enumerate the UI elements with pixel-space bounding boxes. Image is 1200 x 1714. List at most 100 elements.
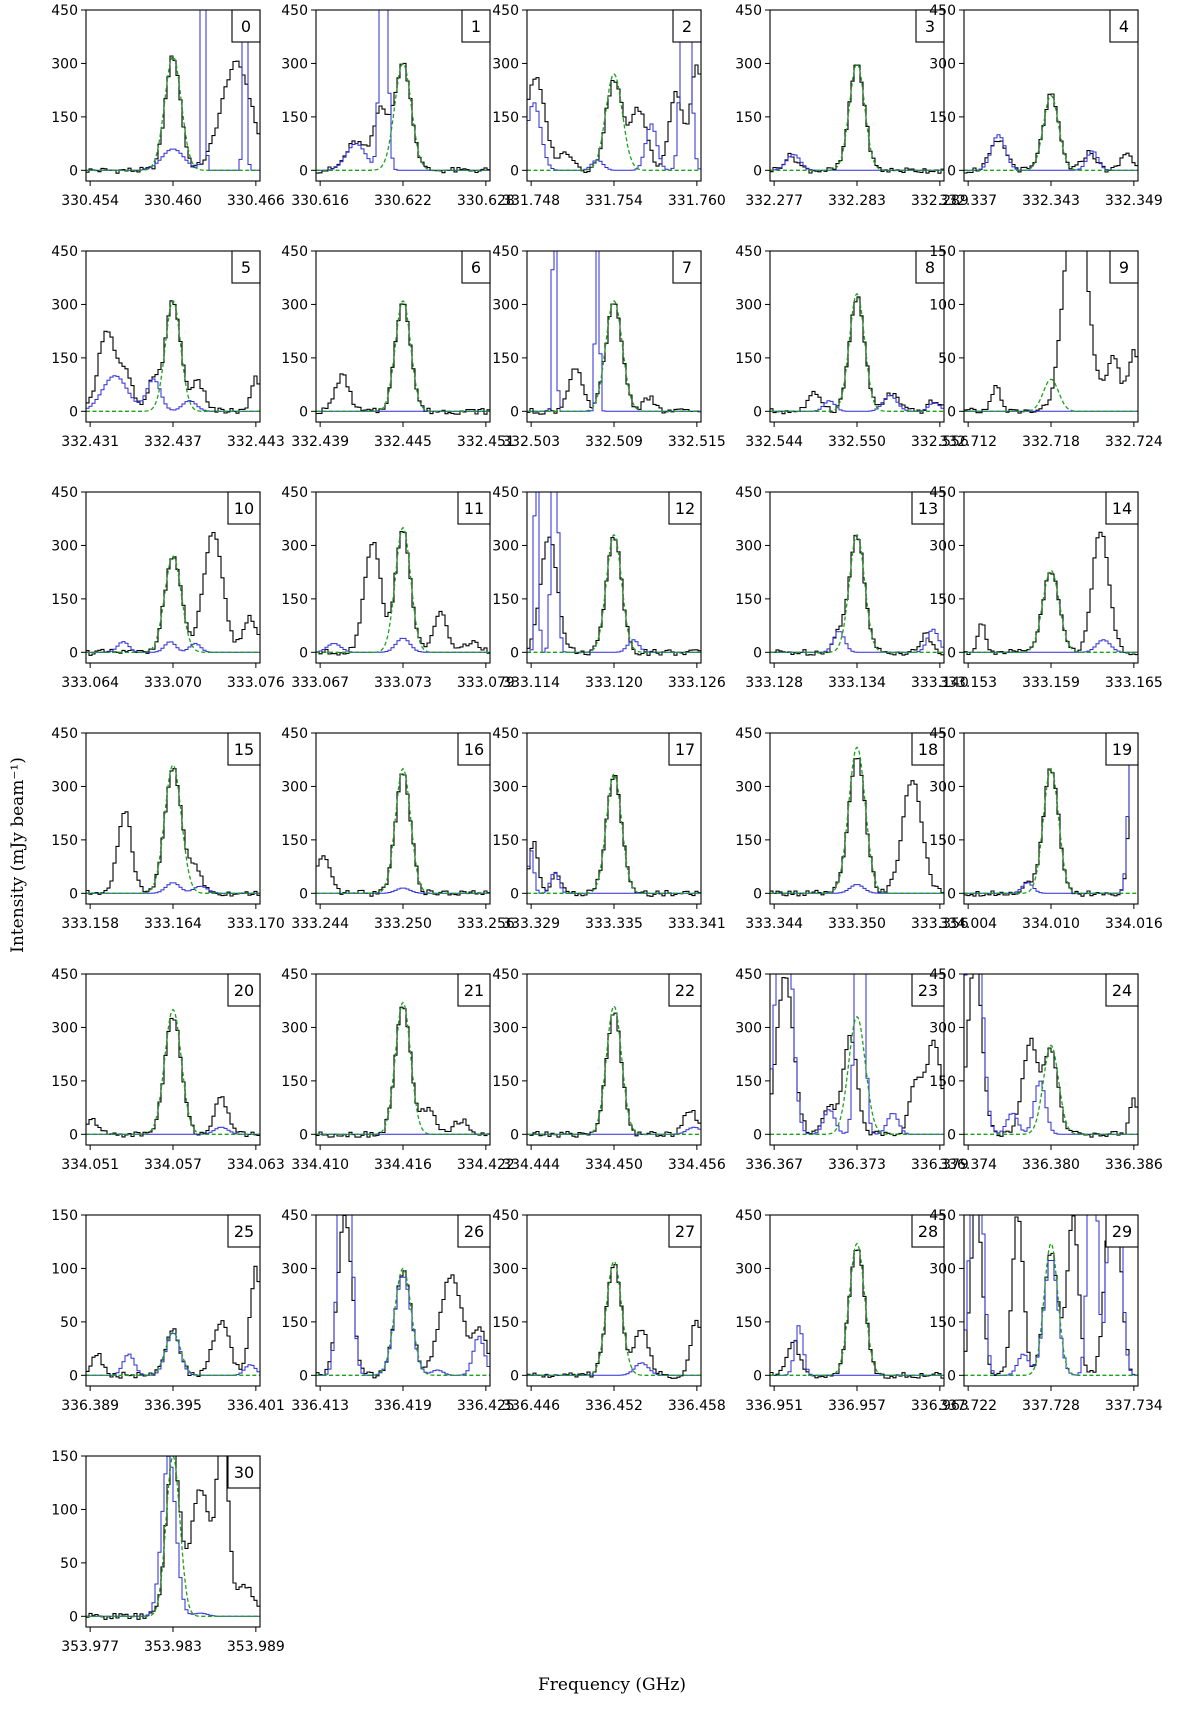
- x-tick-label: 333.153: [939, 675, 997, 691]
- y-tick-label: 150: [281, 1315, 308, 1331]
- plot-area: [86, 299, 260, 414]
- y-tick-label: 300: [51, 56, 78, 72]
- x-tick-label: 334.057: [144, 1157, 202, 1173]
- y-tick-label: 450: [735, 485, 762, 501]
- y-tick-label: 300: [51, 779, 78, 795]
- spectrum-panel-28: 0 150 300 450 336.951 336.957 336.963 28: [735, 1208, 969, 1414]
- y-tick-label: 300: [929, 56, 956, 72]
- panel-number-box: [1105, 1214, 1139, 1248]
- x-tick-label: 332.515: [668, 434, 726, 450]
- y-tick-label: 450: [281, 3, 308, 19]
- x-tick-label: 336.374: [939, 1157, 997, 1173]
- spectrum-panel-19: 0 150 300 450 334.004 334.010 334.016 19: [929, 726, 1163, 932]
- y-tick-label: 150: [735, 592, 762, 608]
- spectrum-panel-27: 0 150 300 450 336.446 336.452 336.458 27: [492, 1208, 726, 1414]
- gaussian-fit-29: [964, 1242, 1138, 1376]
- x-tick-label: 333.064: [61, 675, 119, 691]
- observed-spectrum-15: [86, 768, 260, 897]
- x-tick-label: 333.126: [668, 675, 726, 691]
- y-tick-label: 450: [929, 967, 956, 983]
- panel-number: 13: [918, 499, 938, 518]
- plot-area: [316, 10, 490, 174]
- x-tick-label: 333.073: [374, 675, 432, 691]
- plot-area: [770, 1242, 944, 1379]
- gaussian-fit-14: [964, 569, 1138, 653]
- y-tick-label: 300: [735, 1020, 762, 1036]
- y-tick-label: 0: [510, 1368, 519, 1384]
- x-tick-label: 336.957: [828, 1398, 886, 1414]
- observed-spectrum-12: [527, 536, 701, 656]
- x-tick-label: 333.120: [585, 675, 643, 691]
- x-tick-label: 330.622: [374, 193, 432, 209]
- observed-spectrum-13: [770, 534, 944, 656]
- x-tick-label: 334.450: [585, 1157, 643, 1173]
- y-tick-label: 300: [492, 297, 519, 313]
- x-tick-label: 333.114: [502, 675, 560, 691]
- y-tick-label: 150: [281, 351, 308, 367]
- panel-number: 6: [471, 258, 481, 277]
- x-tick-label: 332.443: [227, 434, 285, 450]
- panel-number: 19: [1112, 740, 1132, 759]
- plot-area: [770, 746, 944, 897]
- plot-area: [770, 62, 944, 174]
- x-tick-label: 334.410: [291, 1157, 349, 1173]
- panel-number-box: [457, 491, 491, 525]
- panel-number-box: [457, 973, 491, 1007]
- x-tick-label: 353.983: [144, 1639, 202, 1655]
- x-tick-label: 332.431: [61, 434, 119, 450]
- y-tick-label: 0: [753, 645, 762, 661]
- y-tick-label: 0: [947, 1368, 956, 1384]
- spectrum-panel-14: 0 150 300 450 333.153 333.159 333.165 14: [929, 485, 1163, 691]
- y-tick-label: 450: [281, 726, 308, 742]
- panel-number: 20: [234, 981, 254, 1000]
- x-tick-label: 336.380: [1022, 1157, 1080, 1173]
- y-tick-label: 450: [929, 485, 956, 501]
- y-tick-label: 150: [929, 592, 956, 608]
- x-tick-label: 332.718: [1022, 434, 1080, 450]
- gaussian-fit-30: [86, 1456, 260, 1617]
- spectrum-panel-9: 0 50 100 150 332.712 332.718 332.724 9: [929, 244, 1163, 450]
- gaussian-fit-6: [316, 299, 490, 412]
- y-tick-label: 0: [69, 645, 78, 661]
- panel-number: 4: [1119, 17, 1129, 36]
- plot-area: [86, 764, 260, 897]
- gaussian-fit-21: [316, 1001, 490, 1135]
- panel-number: 23: [918, 981, 938, 1000]
- y-tick-label: 150: [492, 1315, 519, 1331]
- model-spectrum-5: [86, 375, 260, 412]
- y-tick-label: 150: [492, 592, 519, 608]
- x-tick-label: 332.439: [291, 434, 349, 450]
- panel-number: 26: [464, 1222, 484, 1241]
- spectrum-panel-13: 0 150 300 450 333.128 333.134 333.140 13: [735, 485, 969, 691]
- y-tick-label: 300: [51, 538, 78, 554]
- x-tick-label: 353.989: [227, 1639, 285, 1655]
- y-tick-label: 150: [929, 833, 956, 849]
- plot-area: [86, 1008, 260, 1138]
- observed-spectrum-16: [316, 773, 490, 897]
- y-tick-label: 0: [69, 886, 78, 902]
- model-spectrum-25: [86, 1333, 260, 1376]
- x-tick-label: 333.356: [911, 916, 969, 932]
- y-tick-label: 450: [51, 485, 78, 501]
- x-tick-label: 337.728: [1022, 1398, 1080, 1414]
- observed-spectrum-5: [86, 300, 260, 414]
- observed-spectrum-3: [770, 64, 944, 174]
- x-tick-label: 333.159: [1022, 675, 1080, 691]
- x-tick-label: 332.437: [144, 434, 202, 450]
- y-tick-label: 0: [947, 645, 956, 661]
- y-tick-label: 450: [492, 1208, 519, 1224]
- x-tick-label: 334.004: [939, 916, 997, 932]
- x-tick-label: 336.367: [745, 1157, 803, 1173]
- y-tick-label: 450: [735, 3, 762, 19]
- x-tick-label: 337.734: [1105, 1398, 1163, 1414]
- y-axis-label: Intensity (mJy beam⁻¹): [8, 757, 28, 953]
- y-tick-label: 0: [69, 404, 78, 420]
- plot-area: [770, 533, 944, 656]
- spectrum-panel-17: 0 150 300 450 333.329 333.335 333.341 17: [492, 726, 726, 932]
- x-axis-label: Frequency (GHz): [538, 1675, 686, 1695]
- y-tick-label: 0: [299, 886, 308, 902]
- spectrum-panel-15: 0 150 300 450 333.158 333.164 333.170 15: [51, 726, 285, 932]
- y-tick-label: 300: [281, 56, 308, 72]
- panel-number: 9: [1119, 258, 1129, 277]
- panel-number-box: [1109, 9, 1139, 43]
